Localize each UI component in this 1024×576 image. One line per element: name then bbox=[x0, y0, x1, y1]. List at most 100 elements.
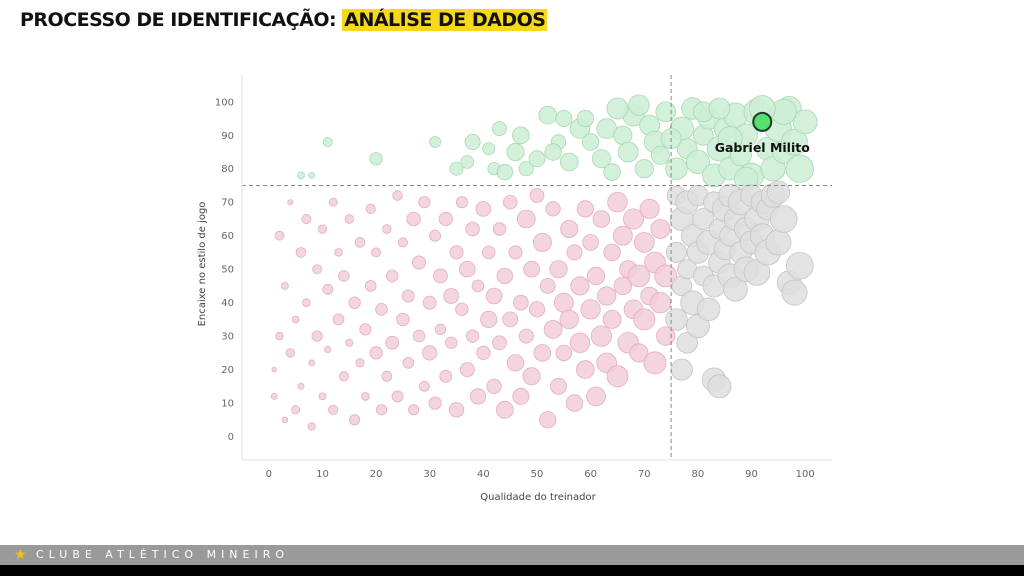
data-point-pink bbox=[606, 365, 629, 388]
data-point-pink bbox=[592, 210, 611, 228]
data-point-elite bbox=[559, 152, 579, 172]
reference-lines bbox=[242, 75, 832, 460]
data-point-grey bbox=[670, 358, 693, 381]
data-point-elite bbox=[512, 126, 530, 145]
data-point-pink bbox=[295, 247, 307, 258]
highlight-point bbox=[752, 111, 773, 132]
data-point-pink bbox=[476, 345, 491, 360]
data-point-pink bbox=[369, 346, 383, 360]
data-point-grey bbox=[765, 229, 792, 256]
data-point-elite bbox=[492, 121, 507, 137]
data-point-pink bbox=[502, 311, 519, 328]
data-point-pink bbox=[576, 200, 594, 218]
data-point-pink bbox=[385, 335, 400, 350]
data-point-pink bbox=[465, 221, 480, 237]
x-tick-label: 20 bbox=[370, 469, 383, 480]
data-point-pink bbox=[364, 280, 377, 292]
data-point-pink bbox=[650, 219, 671, 239]
data-point-elite bbox=[785, 154, 814, 183]
data-point-pink bbox=[371, 247, 382, 258]
y-tick-label: 40 bbox=[221, 298, 234, 309]
data-point-pink bbox=[317, 224, 328, 234]
x-axis-label: Qualidade do treinador bbox=[480, 492, 596, 503]
data-point-pink bbox=[503, 194, 518, 210]
data-point-pink bbox=[345, 338, 354, 347]
page-title: PROCESSO DE IDENTIFICAÇÃO: ANÁLISE DE DA… bbox=[20, 9, 548, 31]
data-point-pink bbox=[307, 422, 316, 431]
data-point-pink bbox=[280, 281, 289, 290]
points-layer bbox=[270, 94, 818, 431]
data-point-pink bbox=[532, 232, 552, 252]
data-point-pink bbox=[643, 351, 667, 375]
data-point-pink bbox=[301, 213, 312, 224]
data-point-elite bbox=[617, 141, 639, 163]
y-tick-label: 20 bbox=[221, 365, 234, 376]
data-point-pink bbox=[543, 319, 563, 339]
data-point-pink bbox=[633, 232, 655, 253]
data-point-pink bbox=[397, 237, 408, 248]
data-point-grey bbox=[723, 276, 748, 302]
data-point-elite bbox=[634, 159, 654, 179]
data-point-pink bbox=[586, 386, 606, 407]
data-point-elite bbox=[464, 133, 481, 150]
data-point-pink bbox=[422, 295, 437, 310]
data-point-pink bbox=[361, 392, 370, 401]
data-point-pink bbox=[522, 367, 541, 386]
data-point-pink bbox=[275, 331, 284, 341]
footer-bar: ★ CLUBE ATLÉTICO MINEIRO bbox=[0, 545, 1024, 565]
data-point-pink bbox=[495, 400, 514, 419]
x-tick-label: 100 bbox=[796, 469, 815, 480]
data-point-pink bbox=[322, 283, 334, 295]
data-point-pink bbox=[529, 188, 545, 203]
data-point-pink bbox=[434, 323, 447, 335]
data-point-pink bbox=[496, 267, 514, 285]
data-point-elite bbox=[650, 145, 670, 165]
data-point-pink bbox=[459, 261, 476, 278]
data-point-pink bbox=[639, 198, 660, 219]
data-point-pink bbox=[402, 357, 415, 369]
data-point-elite bbox=[792, 109, 818, 135]
data-point-elite bbox=[628, 94, 650, 116]
data-point-elite bbox=[538, 105, 557, 125]
title-prefix: PROCESSO DE IDENTIFICAÇÃO: bbox=[20, 9, 337, 31]
data-point-elite bbox=[322, 136, 333, 147]
data-point-grey bbox=[781, 279, 808, 306]
data-point-pink bbox=[469, 388, 487, 405]
data-point-pink bbox=[575, 360, 595, 379]
data-point-pink bbox=[612, 225, 633, 246]
data-point-elite bbox=[606, 97, 629, 120]
data-point-elite bbox=[369, 152, 383, 166]
data-point-pink bbox=[418, 196, 431, 209]
data-point-grey bbox=[769, 205, 798, 233]
data-point-elite bbox=[717, 126, 743, 152]
data-point-pink bbox=[656, 326, 676, 346]
x-tick-label: 70 bbox=[638, 469, 651, 480]
data-point-pink bbox=[590, 325, 613, 347]
data-point-pink bbox=[586, 266, 606, 285]
data-point-elite bbox=[603, 163, 621, 181]
data-point-elite bbox=[308, 171, 316, 179]
data-point-elite bbox=[449, 161, 464, 176]
data-point-pink bbox=[386, 269, 399, 283]
data-point-pink bbox=[566, 244, 583, 261]
slide: PROCESSO DE IDENTIFICAÇÃO: ANÁLISE DE DA… bbox=[0, 0, 1024, 545]
data-point-pink bbox=[349, 414, 361, 426]
data-point-pink bbox=[297, 382, 305, 390]
data-point-pink bbox=[355, 358, 365, 368]
data-point-pink bbox=[565, 394, 584, 412]
data-point-elite bbox=[429, 136, 442, 148]
bottom-band bbox=[0, 565, 1024, 576]
data-point-pink bbox=[555, 344, 573, 362]
data-point-grey bbox=[666, 241, 688, 263]
data-point-elite bbox=[591, 149, 611, 169]
data-point-pink bbox=[623, 208, 645, 230]
data-point-pink bbox=[334, 248, 343, 257]
data-point-pink bbox=[485, 287, 503, 305]
y-tick-label: 30 bbox=[221, 332, 234, 343]
data-point-pink bbox=[449, 245, 464, 260]
data-point-pink bbox=[328, 197, 338, 207]
data-point-pink bbox=[607, 191, 628, 213]
data-point-pink bbox=[332, 313, 345, 326]
data-point-pink bbox=[582, 234, 599, 251]
data-point-pink bbox=[281, 416, 289, 423]
